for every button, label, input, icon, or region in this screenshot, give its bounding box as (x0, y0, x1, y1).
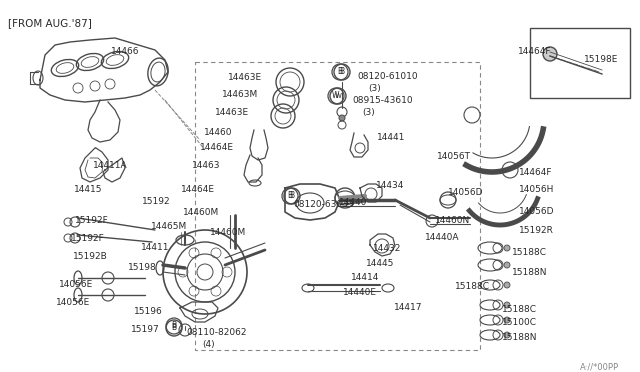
Text: 14460: 14460 (204, 128, 232, 137)
Text: 15188N: 15188N (512, 268, 547, 277)
Circle shape (543, 47, 557, 61)
Text: 14440: 14440 (339, 198, 367, 207)
Text: 14440E: 14440E (343, 288, 377, 297)
Text: 14411: 14411 (141, 243, 170, 252)
Text: 15188C: 15188C (502, 305, 537, 314)
Text: 14445: 14445 (366, 259, 394, 268)
Text: 14056T: 14056T (437, 152, 471, 161)
Text: 14414: 14414 (351, 273, 380, 282)
Circle shape (504, 317, 510, 323)
Text: 14464F: 14464F (518, 47, 552, 56)
Text: (3): (3) (368, 84, 381, 93)
Text: 15198E: 15198E (584, 55, 618, 64)
Text: 15196: 15196 (134, 307, 163, 316)
Text: 14056E: 14056E (59, 280, 93, 289)
Text: 15197: 15197 (131, 325, 160, 334)
Text: 14466: 14466 (111, 47, 140, 56)
Text: 15188C: 15188C (512, 248, 547, 257)
Circle shape (504, 262, 510, 268)
Text: 14463M: 14463M (222, 90, 259, 99)
Text: 14056H: 14056H (519, 185, 554, 194)
Circle shape (504, 332, 510, 338)
Text: 08120-61010: 08120-61010 (357, 72, 418, 81)
Circle shape (504, 245, 510, 251)
Text: 14460N: 14460N (435, 216, 470, 225)
Text: W: W (335, 93, 341, 99)
Text: 14411A: 14411A (93, 161, 127, 170)
Text: 08915-43610: 08915-43610 (352, 96, 413, 105)
Text: 14464E: 14464E (181, 185, 215, 194)
Text: 14464E: 14464E (200, 143, 234, 152)
Text: 08120-63033: 08120-63033 (293, 200, 354, 209)
Text: 14056E: 14056E (56, 298, 90, 307)
Text: B: B (289, 192, 294, 201)
Bar (530, 28, 630, 98)
Circle shape (339, 115, 345, 121)
Text: B: B (339, 67, 344, 77)
Text: 14415: 14415 (74, 185, 102, 194)
Text: (4): (4) (202, 340, 214, 349)
Text: 14463E: 14463E (215, 108, 249, 117)
Text: 14432: 14432 (373, 244, 401, 253)
Text: B: B (337, 67, 342, 77)
Text: B: B (172, 324, 177, 333)
Text: 15198: 15198 (128, 263, 157, 272)
Text: 08110-82062: 08110-82062 (186, 328, 246, 337)
Text: 15188N: 15188N (502, 333, 538, 342)
Text: B: B (172, 321, 177, 330)
Text: 14463E: 14463E (228, 73, 262, 82)
Bar (195, 62, 480, 350)
Text: 14056D: 14056D (519, 207, 554, 216)
Text: 14465M: 14465M (151, 222, 188, 231)
Text: W: W (332, 92, 340, 100)
Text: 15192F: 15192F (71, 234, 105, 243)
Text: 15192B: 15192B (73, 252, 108, 261)
Text: 14434: 14434 (376, 181, 404, 190)
Text: 14417: 14417 (394, 303, 422, 312)
Text: (3): (3) (362, 108, 375, 117)
Text: 14464F: 14464F (519, 168, 552, 177)
Text: 14056D: 14056D (448, 188, 483, 197)
Text: 14441: 14441 (377, 133, 405, 142)
Text: A·//*00PP: A·//*00PP (580, 362, 619, 371)
Text: 14440A: 14440A (425, 233, 460, 242)
Text: 15188C: 15188C (455, 282, 490, 291)
Text: 14460M: 14460M (210, 228, 246, 237)
Text: 15192F: 15192F (75, 216, 109, 225)
Text: 14460M: 14460M (183, 208, 220, 217)
Text: B: B (287, 192, 292, 201)
Text: 15192: 15192 (142, 197, 171, 206)
Circle shape (504, 282, 510, 288)
Text: 15100C: 15100C (502, 318, 537, 327)
Text: 15192R: 15192R (519, 226, 554, 235)
Text: [FROM AUG.'87]: [FROM AUG.'87] (8, 18, 92, 28)
Text: 14463: 14463 (192, 161, 221, 170)
Circle shape (504, 302, 510, 308)
